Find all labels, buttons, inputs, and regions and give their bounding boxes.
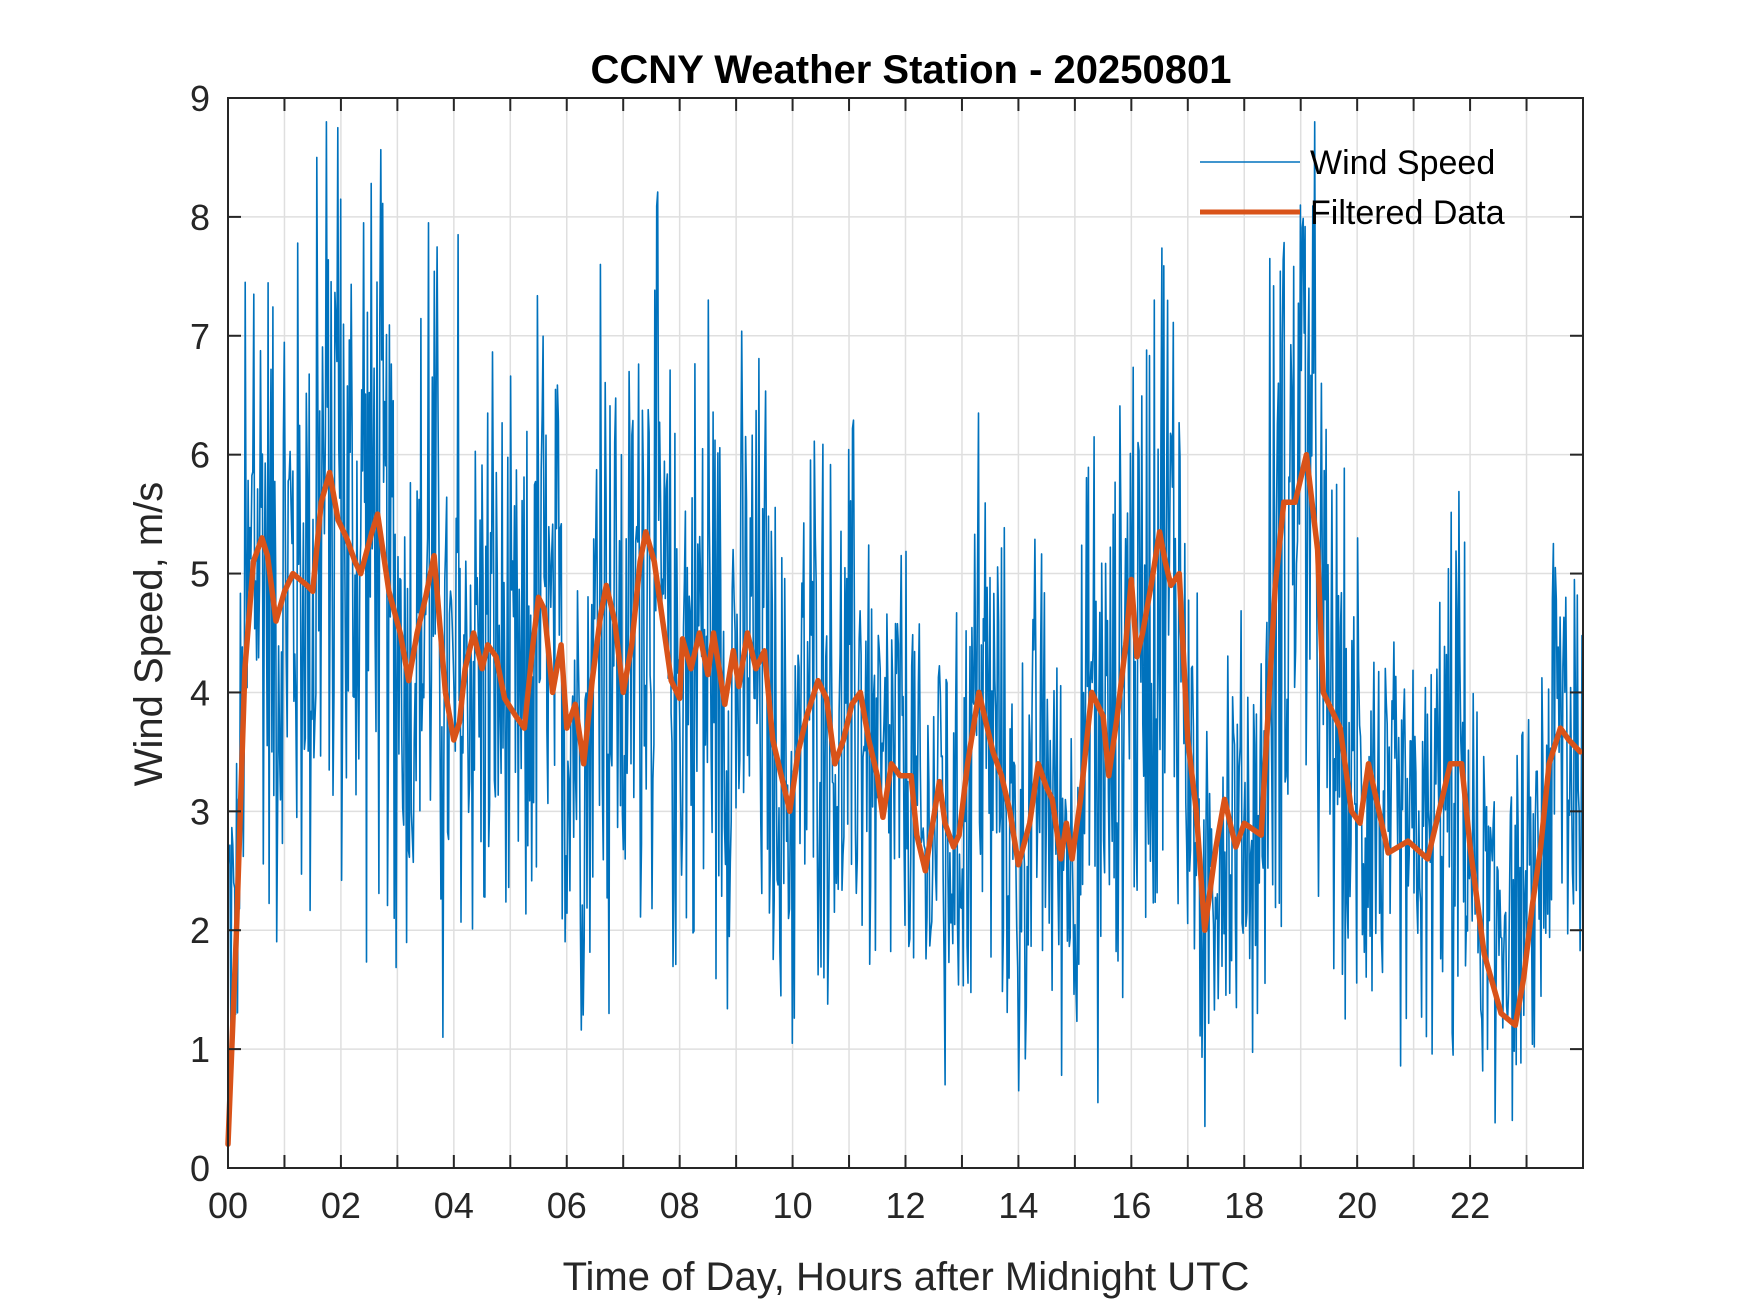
legend: Wind Speed Filtered Data: [1200, 144, 1505, 232]
axis-ticks: [228, 98, 1583, 1168]
y-tick-label: 1: [190, 1029, 210, 1070]
y-tick-label: 2: [190, 910, 210, 951]
y-tick-label: 3: [190, 791, 210, 832]
y-tick-label: 5: [190, 554, 210, 595]
x-tick-label: 16: [1111, 1185, 1151, 1226]
x-tick-label: 12: [885, 1185, 925, 1226]
filtered-data-line: [225, 451, 1583, 1147]
wind-speed-line: [227, 121, 1584, 1128]
legend-label-wind-speed: Wind Speed: [1310, 144, 1495, 182]
y-tick-label: 0: [190, 1148, 210, 1189]
y-tick-label: 7: [190, 316, 210, 357]
x-tick-label: 18: [1224, 1185, 1264, 1226]
x-tick-label: 00: [208, 1185, 248, 1226]
x-tick-label: 02: [321, 1185, 361, 1226]
x-tick-label: 10: [773, 1185, 813, 1226]
y-tick-label: 6: [190, 435, 210, 476]
x-tick-label: 22: [1450, 1185, 1490, 1226]
y-tick-label: 9: [190, 78, 210, 119]
x-tick-label: 06: [547, 1185, 587, 1226]
x-tick-label: 14: [998, 1185, 1038, 1226]
x-tick-label: 04: [434, 1185, 474, 1226]
legend-label-filtered-data: Filtered Data: [1310, 194, 1505, 232]
x-tick-labels: 00 02 04 06 08 10 12 14 16 18 20 22: [208, 1185, 1490, 1226]
y-axis-title: Wind Speed, m/s: [127, 482, 171, 787]
chart-title: CCNY Weather Station - 20250801: [591, 48, 1232, 92]
x-tick-label: 20: [1337, 1185, 1377, 1226]
y-tick-label: 4: [190, 672, 210, 713]
y-tick-labels: 0 1 2 3 4 5 6 7 8 9: [190, 78, 210, 1189]
series-wind-speed: [227, 121, 1584, 1128]
y-tick-label: 8: [190, 197, 210, 238]
x-tick-label: 08: [660, 1185, 700, 1226]
series-filtered-data: [225, 451, 1583, 1147]
x-axis-title: Time of Day, Hours after Midnight UTC: [563, 1255, 1250, 1299]
